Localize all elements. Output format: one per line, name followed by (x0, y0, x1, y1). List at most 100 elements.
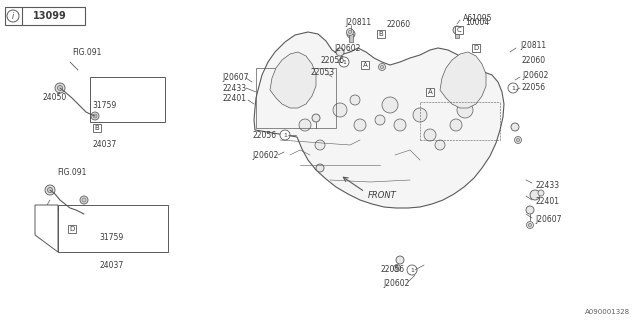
Circle shape (378, 63, 385, 70)
Circle shape (516, 139, 520, 141)
Text: FIG.091: FIG.091 (57, 167, 86, 177)
Text: A61095: A61095 (463, 13, 493, 22)
Bar (90, 77, 165, 122)
Circle shape (515, 137, 522, 143)
Text: C: C (456, 27, 461, 33)
Circle shape (457, 102, 473, 118)
Text: J20602: J20602 (383, 279, 410, 289)
Circle shape (452, 82, 460, 89)
Text: J20602: J20602 (522, 70, 548, 79)
Bar (349, 34, 353, 42)
Circle shape (347, 30, 355, 38)
Polygon shape (35, 205, 58, 252)
Circle shape (346, 28, 353, 36)
Circle shape (315, 140, 325, 150)
Circle shape (424, 129, 436, 141)
Circle shape (454, 84, 458, 86)
Circle shape (527, 221, 534, 228)
Circle shape (316, 164, 324, 172)
Text: 22433: 22433 (535, 180, 559, 189)
Bar (58, 205, 168, 252)
Text: D: D (474, 45, 479, 51)
Circle shape (464, 84, 476, 96)
Text: 22433: 22433 (222, 84, 246, 92)
Circle shape (312, 114, 320, 122)
Bar (455, 30, 459, 38)
Text: 31759: 31759 (93, 100, 117, 109)
Circle shape (530, 190, 540, 200)
Text: 24050: 24050 (42, 92, 67, 101)
Text: D: D (69, 226, 75, 232)
Circle shape (396, 256, 404, 264)
Circle shape (526, 206, 534, 214)
Circle shape (435, 140, 445, 150)
Text: 22060: 22060 (522, 55, 546, 65)
Text: J20811: J20811 (520, 41, 546, 50)
Text: J20811: J20811 (345, 18, 371, 27)
Circle shape (375, 115, 385, 125)
Bar (5, 7, 85, 25)
Circle shape (382, 97, 398, 113)
Circle shape (58, 85, 63, 91)
Circle shape (508, 83, 518, 93)
Text: 10004: 10004 (465, 18, 489, 27)
Text: 24050: 24050 (35, 205, 60, 214)
Circle shape (413, 108, 427, 122)
Text: 22056: 22056 (522, 83, 546, 92)
Text: J20602: J20602 (334, 44, 360, 52)
Text: FIG.091: FIG.091 (72, 47, 101, 57)
Circle shape (450, 119, 462, 131)
Circle shape (381, 66, 383, 68)
Circle shape (82, 198, 86, 202)
Circle shape (453, 26, 461, 34)
Text: 1: 1 (342, 60, 346, 65)
Circle shape (394, 119, 406, 131)
Circle shape (407, 265, 417, 275)
Text: J20602: J20602 (252, 150, 278, 159)
Text: 24037: 24037 (100, 260, 124, 269)
Text: J20607: J20607 (535, 215, 561, 225)
Circle shape (295, 85, 305, 95)
Circle shape (538, 190, 544, 196)
Circle shape (336, 48, 344, 56)
Circle shape (280, 130, 290, 140)
Text: A: A (428, 89, 433, 95)
Text: 1: 1 (410, 268, 414, 273)
Text: B: B (379, 31, 383, 37)
Polygon shape (440, 52, 486, 108)
Polygon shape (270, 52, 316, 108)
Circle shape (354, 119, 366, 131)
Text: 1: 1 (511, 85, 515, 91)
Text: 22056: 22056 (380, 266, 404, 275)
Text: B: B (95, 125, 99, 131)
Circle shape (339, 57, 349, 67)
Circle shape (396, 267, 399, 269)
Circle shape (394, 265, 401, 271)
Circle shape (91, 112, 99, 120)
Text: 1: 1 (283, 132, 287, 138)
Circle shape (47, 188, 52, 193)
Circle shape (333, 103, 347, 117)
Circle shape (350, 95, 360, 105)
Text: 22053: 22053 (310, 68, 334, 76)
Circle shape (303, 85, 309, 91)
Circle shape (299, 119, 311, 131)
Polygon shape (254, 32, 504, 208)
Bar (256, 68, 336, 128)
Circle shape (529, 223, 531, 227)
Text: 22401: 22401 (222, 93, 246, 102)
Text: 22056: 22056 (252, 131, 276, 140)
Circle shape (93, 114, 97, 118)
Text: 22056: 22056 (320, 55, 344, 65)
Circle shape (80, 196, 88, 204)
Circle shape (287, 72, 303, 88)
Circle shape (7, 10, 19, 22)
Text: 31759: 31759 (100, 234, 124, 243)
Circle shape (511, 123, 519, 131)
Text: i: i (12, 12, 14, 20)
Text: A090001328: A090001328 (585, 309, 630, 315)
Circle shape (349, 30, 351, 34)
Text: J20607: J20607 (222, 73, 248, 82)
Circle shape (45, 185, 55, 195)
Text: FRONT: FRONT (368, 190, 397, 199)
